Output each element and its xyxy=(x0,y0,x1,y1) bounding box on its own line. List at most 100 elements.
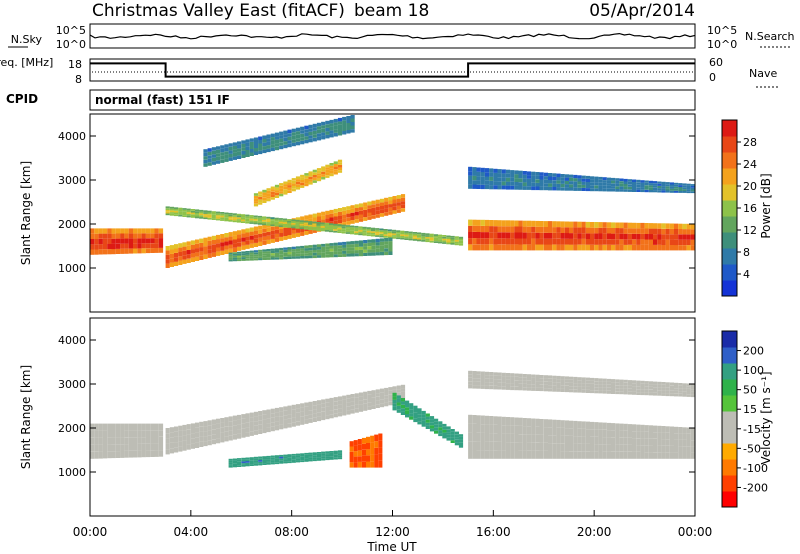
data-cell xyxy=(590,227,595,234)
data-cell xyxy=(178,207,183,210)
data-cell xyxy=(249,142,254,146)
data-cell xyxy=(623,222,628,229)
data-cell xyxy=(174,212,179,215)
data-cell xyxy=(442,426,447,430)
data-cell xyxy=(325,451,330,454)
data-cell xyxy=(111,238,116,244)
data-cell xyxy=(220,152,225,156)
data-cell xyxy=(552,221,557,227)
data-cell xyxy=(446,239,451,241)
data-cell xyxy=(501,238,506,245)
data-cell xyxy=(321,176,326,180)
colorbar-tick-label: 4 xyxy=(743,268,750,281)
data-cell xyxy=(686,239,691,246)
data-cell xyxy=(249,460,254,463)
data-cell xyxy=(224,417,229,422)
data-cell xyxy=(300,460,305,463)
data-cell xyxy=(674,239,679,246)
data-cell xyxy=(472,171,477,176)
colorbar-swatch xyxy=(722,136,737,153)
data-cell xyxy=(102,437,108,445)
data-cell xyxy=(590,188,595,192)
data-cell xyxy=(237,433,242,439)
data-cell xyxy=(442,432,447,436)
data-cell xyxy=(531,175,536,180)
data-cell xyxy=(531,220,536,227)
data-cell xyxy=(640,424,645,432)
data-cell xyxy=(169,210,174,213)
data-cell xyxy=(594,378,599,382)
data-cell xyxy=(564,451,569,459)
colorbar-swatch xyxy=(722,379,737,396)
data-cell xyxy=(300,253,305,256)
data-cell xyxy=(245,464,250,467)
data-cell xyxy=(253,425,259,431)
data-cell xyxy=(165,206,170,209)
data-cell xyxy=(228,465,233,468)
data-cell xyxy=(120,451,125,458)
data-cell xyxy=(325,170,330,173)
data-cell xyxy=(374,441,379,448)
data-cell xyxy=(678,452,683,459)
data-cell xyxy=(425,416,430,420)
data-cell xyxy=(669,388,674,391)
data-cell xyxy=(337,400,343,405)
data-cell xyxy=(300,130,305,134)
data-cell xyxy=(266,223,271,226)
data-cell xyxy=(295,226,300,229)
data-cell xyxy=(686,191,691,194)
data-cell xyxy=(333,164,338,167)
data-cell xyxy=(363,399,368,404)
data-cell xyxy=(480,432,485,442)
data-cell xyxy=(573,428,578,437)
data-cell xyxy=(611,430,616,438)
data-cell xyxy=(367,201,372,206)
data-cell xyxy=(405,414,410,418)
data-cell xyxy=(526,226,532,233)
data-cell xyxy=(253,252,259,255)
data-cell xyxy=(484,226,490,233)
data-cell xyxy=(300,245,305,249)
data-cell xyxy=(241,428,246,433)
data-cell xyxy=(262,251,267,254)
data-cell xyxy=(480,375,485,379)
data-cell xyxy=(535,434,540,443)
data-cell xyxy=(228,426,233,431)
data-cell xyxy=(262,135,267,139)
data-cell xyxy=(174,426,179,432)
data-cell xyxy=(682,446,687,453)
data-cell xyxy=(387,232,392,235)
data-cell xyxy=(623,385,628,389)
data-cell xyxy=(535,179,540,183)
data-cell xyxy=(111,444,116,452)
data-cell xyxy=(665,223,670,229)
data-cell xyxy=(128,423,133,431)
data-cell xyxy=(560,227,565,233)
data-cell xyxy=(342,411,347,416)
data-cell xyxy=(169,253,174,259)
data-cell xyxy=(253,230,259,235)
data-cell xyxy=(636,222,641,229)
data-cell xyxy=(619,178,624,182)
data-cell xyxy=(258,256,263,259)
data-cell xyxy=(182,424,187,431)
data-cell xyxy=(266,414,271,419)
data-cell xyxy=(374,454,379,461)
data-cell xyxy=(361,443,366,450)
data-cell xyxy=(518,232,523,239)
data-cell xyxy=(333,455,338,458)
data-cell xyxy=(598,384,603,388)
data-cell xyxy=(615,239,620,245)
data-cell xyxy=(249,417,254,422)
data-cell xyxy=(531,450,536,459)
data-cell xyxy=(232,156,237,160)
data-cell xyxy=(396,398,401,403)
data-cell xyxy=(232,415,237,421)
data-cell xyxy=(367,212,372,217)
data-cell xyxy=(556,385,561,389)
colorbar-swatch xyxy=(722,443,737,460)
data-cell xyxy=(333,125,338,130)
data-cell xyxy=(585,233,590,239)
data-cell xyxy=(404,231,409,233)
data-cell xyxy=(324,226,329,229)
